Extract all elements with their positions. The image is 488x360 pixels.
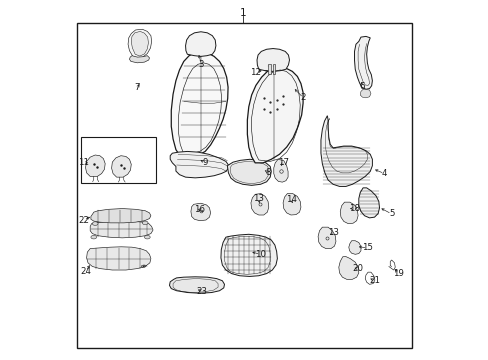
Text: 17: 17: [277, 158, 288, 167]
Text: 12: 12: [250, 68, 261, 77]
Text: 23: 23: [197, 287, 207, 296]
Text: 18: 18: [348, 204, 359, 213]
Polygon shape: [169, 277, 224, 293]
Text: 5: 5: [388, 210, 394, 219]
Bar: [140, 33, 143, 36]
Polygon shape: [185, 32, 216, 57]
Text: 4: 4: [381, 169, 386, 178]
Polygon shape: [131, 31, 148, 56]
Polygon shape: [171, 52, 227, 157]
Polygon shape: [129, 56, 149, 63]
Polygon shape: [250, 194, 268, 215]
Text: 14: 14: [285, 195, 297, 204]
Polygon shape: [273, 159, 287, 182]
Bar: [81, 137, 156, 183]
Text: 11: 11: [78, 158, 89, 167]
Text: 2: 2: [300, 93, 305, 102]
Polygon shape: [247, 67, 303, 163]
Text: 15: 15: [362, 243, 372, 252]
Text: 21: 21: [368, 276, 380, 285]
Text: 8: 8: [264, 168, 270, 177]
Polygon shape: [358, 188, 379, 218]
Polygon shape: [85, 155, 105, 176]
Text: 13: 13: [327, 228, 338, 237]
Polygon shape: [320, 116, 372, 186]
Text: 24: 24: [80, 267, 91, 276]
Bar: [272, 64, 274, 74]
Ellipse shape: [91, 235, 97, 239]
Polygon shape: [360, 89, 370, 98]
Text: 6: 6: [358, 82, 364, 91]
Polygon shape: [354, 36, 372, 89]
Polygon shape: [170, 152, 228, 178]
Bar: [135, 34, 138, 37]
Text: 19: 19: [392, 269, 403, 278]
Bar: [268, 64, 270, 74]
Text: 13: 13: [253, 194, 264, 203]
Polygon shape: [128, 29, 151, 59]
Text: 1: 1: [239, 8, 245, 18]
Polygon shape: [111, 156, 131, 177]
Polygon shape: [283, 194, 300, 215]
Bar: [117, 212, 121, 223]
Polygon shape: [257, 49, 289, 71]
Polygon shape: [227, 159, 271, 185]
Ellipse shape: [142, 221, 148, 225]
Polygon shape: [190, 203, 210, 221]
Polygon shape: [348, 241, 360, 254]
Polygon shape: [90, 221, 153, 238]
Text: 16: 16: [193, 205, 204, 214]
Bar: [100, 211, 103, 222]
Ellipse shape: [144, 235, 150, 239]
Text: 10: 10: [255, 250, 265, 259]
Polygon shape: [86, 247, 151, 270]
Ellipse shape: [92, 222, 98, 225]
Polygon shape: [317, 227, 335, 249]
Text: 20: 20: [352, 264, 363, 273]
Text: 9: 9: [202, 158, 207, 167]
Polygon shape: [221, 234, 277, 276]
Polygon shape: [338, 256, 358, 279]
Text: 22: 22: [78, 216, 89, 225]
Polygon shape: [340, 202, 357, 224]
Polygon shape: [91, 208, 151, 223]
Text: 3: 3: [199, 60, 204, 69]
Text: 7: 7: [134, 83, 140, 92]
Bar: [134, 211, 138, 222]
